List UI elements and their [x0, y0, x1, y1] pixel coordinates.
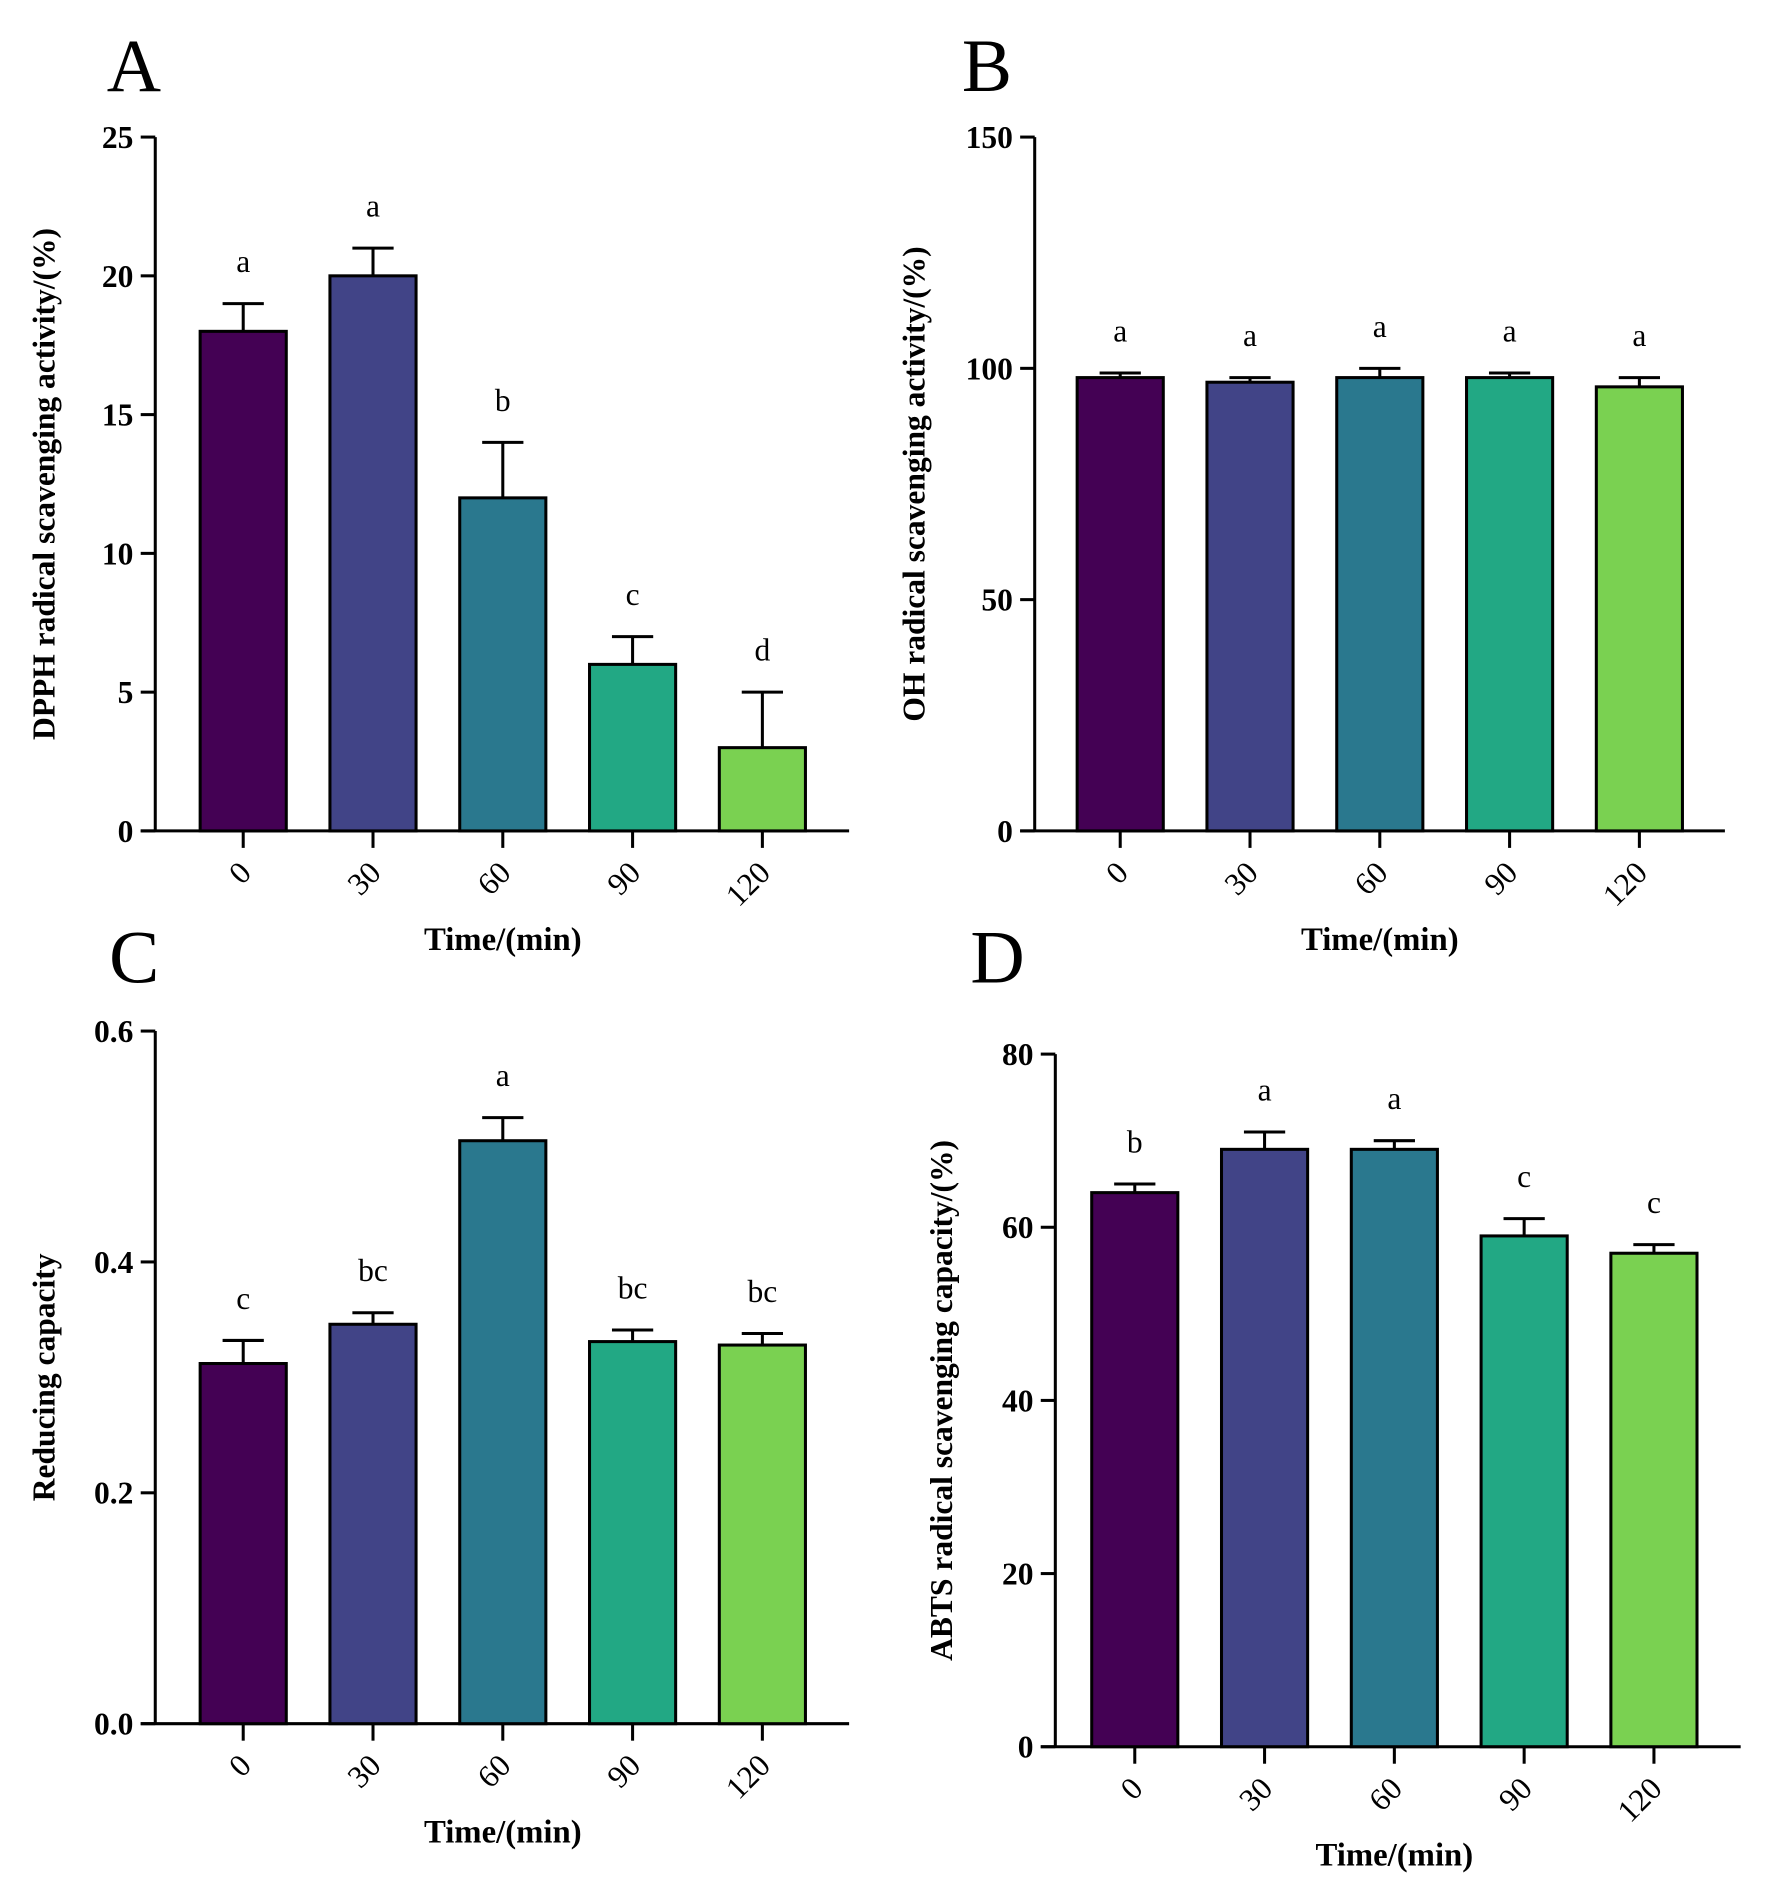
bar-30: [1205, 380, 1295, 833]
significance-letter: bc: [748, 1274, 778, 1309]
bar-30: [1219, 1147, 1310, 1749]
x-tick-label: 90: [1477, 855, 1524, 902]
bar-120: [717, 746, 807, 833]
y-tick-label: 100: [966, 351, 1013, 386]
bar-90: [1479, 1234, 1569, 1749]
bar-0: [198, 329, 288, 833]
x-tick-label: 0: [222, 855, 258, 891]
bar-90: [588, 1340, 678, 1726]
significance-letter: c: [236, 1281, 250, 1316]
panel-letter: C: [109, 917, 159, 1000]
x-tick-label: 120: [719, 855, 777, 913]
y-tick-label: 25: [102, 120, 134, 155]
x-tick-label: 90: [1492, 1771, 1539, 1818]
y-tick-label: 0.6: [94, 1014, 133, 1049]
bar-0: [1090, 1191, 1180, 1749]
significance-letter: bc: [358, 1253, 388, 1288]
y-axis-label: OH radical scavenging activity/(%): [896, 246, 931, 721]
significance-letter: a: [1258, 1072, 1272, 1107]
x-axis-label: Time/(min): [424, 1815, 582, 1851]
bar-0: [1075, 376, 1165, 833]
y-tick-label: 50: [981, 583, 1013, 618]
x-axis-label: Time/(min): [424, 922, 582, 958]
panel-d: D 0 20 40 60 80 ABTS radical scavenging capaci…: [924, 917, 1741, 1874]
significance-letter: a: [1373, 309, 1387, 344]
x-tick-label: 60: [1347, 855, 1394, 902]
x-tick-label: 30: [1218, 855, 1265, 902]
x-tick-label: 60: [470, 1748, 517, 1795]
bar-120: [1609, 1251, 1699, 1749]
y-axis-label: Reducing capacity: [27, 1253, 62, 1501]
y-tick-label: 0.4: [94, 1245, 134, 1280]
significance-letter: a: [236, 244, 250, 279]
panel-letter: A: [107, 25, 161, 108]
panel-c: C 0.0 0.2 0.4 0.6 Reducing capacity c 0 bc 30 a 60 b…: [27, 917, 850, 1851]
y-tick-label: 150: [966, 120, 1013, 155]
bar-60: [458, 496, 548, 833]
bar-60: [1349, 1147, 1439, 1749]
y-tick-label: 80: [1002, 1037, 1034, 1072]
significance-letter: a: [1113, 313, 1127, 348]
y-tick-label: 60: [1002, 1210, 1034, 1245]
bar-60: [458, 1139, 548, 1726]
bar-120: [717, 1343, 807, 1726]
bar-0: [198, 1362, 288, 1726]
y-axis-label: DPPH radical scavenging activity/(%): [27, 228, 62, 740]
significance-letter: a: [1632, 318, 1646, 353]
x-tick-label: 0: [1114, 1771, 1150, 1807]
y-tick-label: 5: [118, 675, 134, 710]
y-tick-label: 10: [102, 536, 134, 571]
x-tick-label: 0: [1099, 855, 1135, 891]
x-tick-label: 90: [600, 1748, 647, 1795]
significance-letter: a: [496, 1058, 510, 1093]
x-tick-label: 60: [1362, 1771, 1409, 1818]
y-tick-label: 20: [102, 259, 134, 294]
x-tick-label: 120: [1596, 855, 1654, 913]
bar-90: [1465, 376, 1555, 833]
y-tick-label: 0.0: [94, 1707, 133, 1742]
y-tick-label: 40: [1002, 1383, 1034, 1418]
y-tick-label: 0: [997, 814, 1013, 849]
bar-30: [328, 274, 418, 833]
significance-letter: b: [1127, 1124, 1143, 1159]
panel-b: B 0 50 100 150 OH radical scavenging activity…: [896, 25, 1725, 958]
significance-letter: c: [1647, 1185, 1661, 1220]
bar-60: [1335, 376, 1425, 833]
significance-letter: a: [1387, 1081, 1401, 1116]
x-tick-label: 0: [222, 1748, 258, 1784]
panel-letter: B: [962, 25, 1012, 108]
y-tick-label: 0: [118, 814, 134, 849]
x-tick-label: 120: [1610, 1771, 1668, 1829]
y-tick-label: 0.2: [94, 1476, 133, 1511]
y-tick-label: 0: [1018, 1730, 1034, 1765]
significance-letter: bc: [618, 1271, 648, 1306]
x-axis-label: Time/(min): [1301, 922, 1459, 958]
x-tick-label: 60: [470, 855, 517, 902]
x-tick-label: 30: [1232, 1771, 1279, 1818]
panel-letter: D: [970, 917, 1024, 1000]
y-axis-label: ABTS radical scavenging capacity/(%): [924, 1140, 959, 1661]
significance-letter: d: [754, 633, 770, 668]
x-axis-label: Time/(min): [1316, 1838, 1474, 1874]
significance-letter: a: [1243, 318, 1257, 353]
significance-letter: c: [1517, 1159, 1531, 1194]
bar-120: [1594, 385, 1684, 833]
x-tick-label: 30: [341, 855, 388, 902]
bar-30: [328, 1322, 418, 1726]
significance-letter: a: [366, 189, 380, 224]
x-tick-label: 90: [600, 855, 647, 902]
y-tick-label: 20: [1002, 1556, 1034, 1591]
significance-letter: a: [1503, 313, 1517, 348]
x-tick-label: 120: [719, 1748, 777, 1806]
y-tick-label: 15: [102, 398, 134, 433]
bar-90: [588, 662, 678, 833]
panel-a: A 0 5 10 15 20 25 DPPH radical scavenging activ…: [27, 25, 850, 958]
significance-letter: c: [626, 577, 640, 612]
x-tick-label: 30: [341, 1748, 388, 1795]
significance-letter: b: [495, 383, 511, 418]
